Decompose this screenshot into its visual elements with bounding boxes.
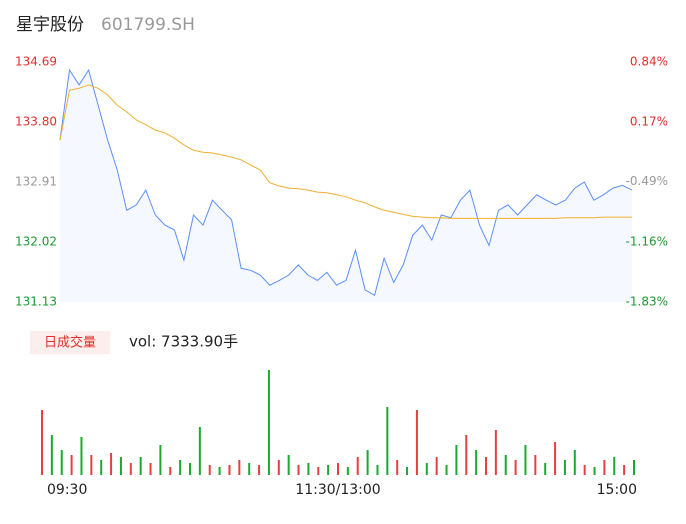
volume-bar bbox=[179, 460, 182, 475]
volume-bar bbox=[169, 467, 172, 475]
volume-bar bbox=[90, 455, 93, 475]
volume-bar bbox=[317, 467, 320, 475]
price-area bbox=[60, 70, 632, 302]
volume-bar bbox=[445, 465, 448, 475]
stock-code: 601799.SH bbox=[101, 15, 195, 35]
volume-bar bbox=[327, 465, 330, 475]
y2-tick-label: -0.49% bbox=[626, 174, 668, 188]
y-tick-label: 132.02 bbox=[15, 235, 57, 249]
average-line bbox=[59, 84, 632, 219]
volume-bar bbox=[248, 463, 251, 475]
volume-bar bbox=[406, 467, 409, 475]
volume-bar bbox=[435, 457, 438, 475]
volume-bar bbox=[504, 455, 507, 475]
x-tick-label: 15:00 bbox=[597, 482, 637, 498]
volume-bar bbox=[465, 435, 468, 475]
volume-bar bbox=[593, 467, 596, 475]
volume-bar bbox=[100, 460, 103, 475]
volume-bar bbox=[60, 450, 63, 475]
volume-bar bbox=[139, 457, 142, 475]
y2-tick-label: 0.17% bbox=[630, 115, 668, 129]
volume-bar bbox=[485, 457, 487, 475]
y2-tick-label: 0.84% bbox=[630, 55, 668, 69]
volume-bar bbox=[603, 460, 606, 475]
stock-name: 星宇股份 bbox=[16, 15, 84, 35]
volume-bar bbox=[425, 463, 428, 475]
volume-bar bbox=[633, 460, 635, 475]
volume-bar bbox=[119, 457, 122, 475]
volume-bar bbox=[573, 450, 576, 475]
volume-bar bbox=[524, 445, 527, 475]
y-tick-label: 133.80 bbox=[15, 115, 57, 129]
volume-bar bbox=[149, 463, 152, 475]
y-tick-label: 134.69 bbox=[15, 55, 57, 69]
volume-bar bbox=[110, 453, 113, 475]
volume-bar bbox=[238, 460, 241, 475]
volume-bar bbox=[514, 460, 517, 475]
y2-tick-label: -1.16% bbox=[626, 234, 668, 248]
volume-badge bbox=[30, 331, 110, 354]
volume-bar bbox=[80, 437, 83, 475]
volume-bar bbox=[70, 455, 73, 475]
y-tick-label: 131.13 bbox=[15, 295, 57, 309]
volume-bar bbox=[297, 465, 300, 475]
x-tick-label: 11:30/13:00 bbox=[295, 482, 380, 498]
y-tick-label: 132.91 bbox=[15, 175, 57, 189]
volume-bar bbox=[287, 455, 290, 475]
volume-bar bbox=[623, 465, 626, 475]
volume-bar bbox=[554, 442, 557, 475]
volume-bar bbox=[415, 410, 418, 475]
volume-bar bbox=[356, 457, 359, 475]
volume-bar bbox=[159, 445, 162, 475]
volume-bar bbox=[129, 463, 132, 475]
volume-annotation: vol: 7333.90手 bbox=[129, 333, 238, 351]
volume-bar bbox=[337, 463, 339, 475]
volume-bar bbox=[208, 465, 211, 475]
volume-bar bbox=[346, 467, 349, 475]
volume-bar bbox=[583, 465, 586, 475]
volume-bar bbox=[455, 445, 458, 475]
volume-bar bbox=[258, 465, 261, 475]
volume-bar bbox=[544, 463, 547, 475]
volume-bar bbox=[267, 370, 270, 475]
volume-bar bbox=[218, 467, 221, 475]
volume-bar bbox=[41, 410, 43, 475]
volume-bar bbox=[50, 435, 53, 475]
volume-bar bbox=[613, 457, 616, 475]
volume-bar bbox=[396, 460, 399, 475]
volume-bar bbox=[366, 450, 369, 475]
volume-bar bbox=[376, 465, 379, 475]
volume-bar bbox=[386, 407, 389, 475]
volume-bar bbox=[534, 455, 537, 475]
volume-label: 日成交量 bbox=[44, 335, 96, 351]
price-line bbox=[59, 68, 633, 297]
volume-bar bbox=[563, 460, 566, 475]
y2-tick-label: -1.83% bbox=[626, 295, 668, 309]
volume-bar bbox=[198, 427, 201, 475]
x-tick-label: 09:30 bbox=[47, 482, 87, 498]
volume-bar bbox=[475, 450, 478, 475]
volume-bar bbox=[307, 463, 310, 475]
volume-bar bbox=[228, 465, 231, 475]
volume-bar bbox=[189, 463, 191, 475]
volume-bar bbox=[277, 460, 280, 475]
volume-bar bbox=[494, 430, 497, 475]
